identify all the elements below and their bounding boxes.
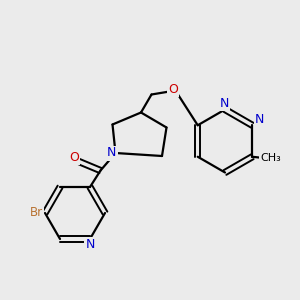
Text: Br: Br — [30, 206, 43, 220]
Text: N: N — [220, 97, 229, 110]
Text: O: O — [70, 151, 79, 164]
Text: N: N — [107, 146, 117, 160]
Text: N: N — [85, 238, 95, 251]
Text: O: O — [168, 82, 178, 96]
Text: CH₃: CH₃ — [260, 153, 281, 163]
Text: N: N — [255, 113, 265, 126]
